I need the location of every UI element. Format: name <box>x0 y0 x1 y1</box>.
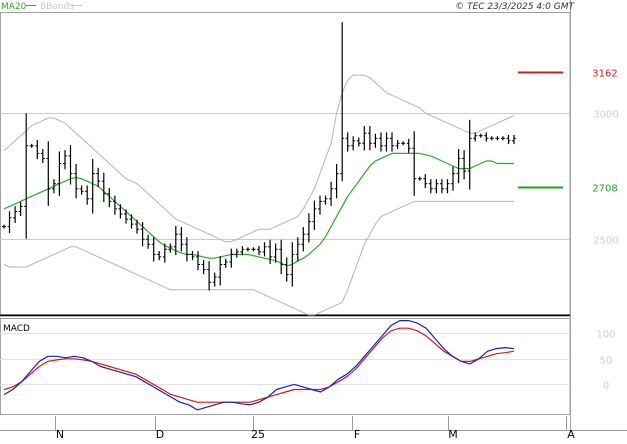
credit-text: © TEC 23/3/2025 4:0 GMT <box>455 2 575 12</box>
macd-panel-label: MACD <box>3 324 30 334</box>
x-axis-label: D <box>156 428 164 440</box>
macd-axis-tick-label: 100 <box>596 330 615 341</box>
x-axis-label: A <box>567 428 575 440</box>
grid-layer <box>0 113 570 385</box>
price-panel-frame <box>0 12 571 315</box>
level-label-2708: 2708 <box>592 184 617 195</box>
price-axis-tick-label: 2500 <box>593 236 618 247</box>
bbands-layer <box>3 74 515 316</box>
labels-layer: 3000 2500 100 50 0 MA20 BBands © TEC 23/3/2025 … <box>1 2 619 441</box>
x-axis-label: M <box>448 428 458 440</box>
bbands-upper-line <box>3 74 515 243</box>
level-label-3162: 3162 <box>592 69 617 80</box>
x-axis-label: N <box>56 428 64 440</box>
price-axis-tick-label: 3000 <box>593 110 618 121</box>
macd-signal-line <box>3 327 515 403</box>
price-bars-layer <box>2 22 516 291</box>
x-axis-label: F <box>354 428 360 440</box>
macd-layer <box>3 320 515 411</box>
x-axis-label: 25 <box>251 428 265 440</box>
ma20-layer <box>3 152 514 267</box>
axes-layer <box>0 0 627 431</box>
ma20-line <box>3 152 514 267</box>
legend-bbands: BBands <box>40 2 74 12</box>
macd-line <box>3 320 515 411</box>
legend-ma20: MA20 <box>1 2 27 12</box>
bbands-lower-line <box>3 200 514 316</box>
macd-axis-tick-label: 0 <box>603 381 609 392</box>
levels-layer: 3162 2708 <box>518 69 618 195</box>
macd-axis-tick-label: 50 <box>600 356 613 367</box>
macd-panel-frame <box>0 318 571 415</box>
